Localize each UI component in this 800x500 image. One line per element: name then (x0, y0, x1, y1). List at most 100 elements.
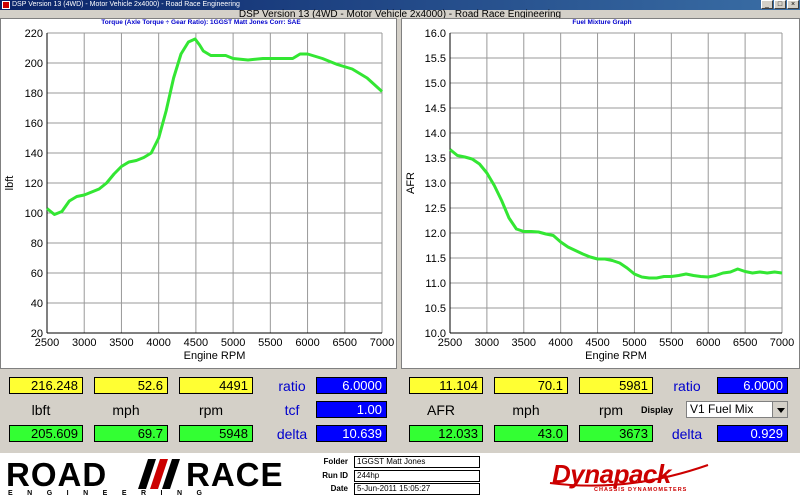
torque-x-tick-label: 7000 (370, 337, 394, 349)
mph-unit-label: mph (112, 402, 140, 418)
afr-y-tick-label: 11.5 (425, 253, 446, 265)
torque-y-tick-label: 120 (25, 178, 43, 190)
torque-x-tick-label: 2500 (35, 337, 59, 349)
afr-graph-panel[interactable]: Fuel Mixture Graph 2500 3000 3500 4000 4500 50… (401, 18, 800, 369)
afr-y-tick-label: 11.0 (425, 278, 446, 290)
torque-y-tick-label: 100 (25, 208, 43, 220)
mph-unit-label-right: mph (512, 402, 540, 418)
torque-graph-panel[interactable]: Torque (Axle Torque ÷ Gear Ratio): 1GGST… (0, 18, 397, 369)
afr-y-tick-label: 16.0 (425, 28, 446, 40)
tcf-label: tcf (284, 402, 300, 418)
torque-x-tick-label: 5500 (258, 337, 282, 349)
torque-x-tick-label: 3000 (72, 337, 96, 349)
delta-label: delta (276, 426, 308, 442)
torque-x-tick-label: 6000 (295, 337, 319, 349)
torque-y-tick-label: 220 (25, 28, 43, 40)
date-field: 5-Jun-2011 15:05:27 (354, 483, 480, 495)
delta-value: 10.639 (316, 425, 387, 442)
afr-y-tick-label: 15.5 (425, 53, 446, 65)
dynapack-logo-text: Dynapack (552, 459, 671, 489)
window-title: DSP Version 13 (4WD) - Motor Vehicle 2x4… (12, 1, 240, 8)
afr-x-tick-label: 2500 (438, 337, 462, 349)
peak-mph-value: 69.7 (94, 425, 168, 442)
torque-chart: Torque (Axle Torque ÷ Gear Ratio): 1GGST… (4, 19, 394, 362)
torque-x-axis-label: Engine RPM (184, 350, 246, 362)
logo-slash-icon (138, 459, 180, 489)
torque-series-line (46, 37, 384, 216)
afr-y-tick-label: 14.0 (425, 128, 446, 140)
road-race-engineering-logo: ROAD RACE ENGINEERING (6, 456, 310, 498)
afr-x-tick-label: 7000 (770, 337, 794, 349)
window-title-bar: DSP Version 13 (4WD) - Motor Vehicle 2x4… (0, 0, 800, 10)
torque-x-tick-label: 6500 (333, 337, 357, 349)
torque-x-tick-label: 4500 (184, 337, 208, 349)
torque-x-tick-label: 5000 (221, 337, 245, 349)
afr-y-tick-label: 13.0 (425, 178, 446, 190)
cursor-rpm-value: 4491 (179, 377, 253, 394)
afr-chart-title: Fuel Mixture Graph (572, 19, 631, 26)
torque-y-axis-label: lbft (4, 176, 16, 191)
rpm-unit-label-right: rpm (598, 402, 624, 418)
window-controls: _ □ × (761, 0, 799, 9)
afr-y-tick-label: 15.0 (425, 78, 446, 90)
peak-mph-value-right: 43.0 (494, 425, 568, 442)
torque-chart-title: Torque (Axle Torque ÷ Gear Ratio): 1GGST… (101, 19, 301, 26)
afr-x-tick-label: 5000 (622, 337, 646, 349)
torque-y-tick-label: 160 (25, 118, 43, 130)
dynapack-subtitle: CHASSIS DYNAMOMETERS (594, 487, 688, 493)
afr-y-axis-label: AFR (405, 172, 417, 194)
ratio-value-right[interactable]: 6.0000 (717, 377, 788, 394)
afr-y-tick-label: 12.5 (425, 203, 446, 215)
maximize-button[interactable]: □ (774, 0, 786, 9)
main-title: DSP Version 13 (4WD - Motor Vehicle 2x40… (238, 9, 562, 20)
afr-unit-label: AFR (427, 402, 455, 418)
tcf-value[interactable]: 1.00 (316, 401, 387, 418)
afr-x-tick-label: 6000 (696, 337, 720, 349)
cursor-mph-value-right: 70.1 (494, 377, 568, 394)
torque-readouts: 216.248 52.6 4491 ratio 6.0000 lbft mph … (0, 372, 397, 452)
ratio-value[interactable]: 6.0000 (316, 377, 387, 394)
close-button[interactable]: × (787, 0, 799, 9)
torque-y-tick-label: 80 (31, 238, 43, 250)
afr-y-tick-label: 12.0 (425, 228, 446, 240)
cursor-rpm-value-right: 5981 (579, 377, 653, 394)
minimize-button[interactable]: _ (761, 0, 773, 9)
ratio-label-right: ratio (673, 378, 701, 394)
display-select-value: V1 Fuel Mix (690, 402, 754, 416)
torque-y-tick-label: 60 (31, 268, 43, 280)
afr-chart: Fuel Mixture Graph 2500 3000 3500 4000 4500 50… (405, 19, 794, 362)
app-icon (2, 1, 10, 9)
afr-x-tick-label: 3000 (475, 337, 499, 349)
delta-value-right: 0.929 (717, 425, 788, 442)
afr-y-tick-label: 10.5 (425, 303, 446, 315)
date-label: Date (330, 484, 348, 493)
display-label: Display (641, 405, 674, 415)
torque-y-tick-label: 40 (31, 298, 43, 310)
logo-race-text: RACE (186, 456, 284, 493)
peak-rpm-value: 5948 (179, 425, 253, 442)
afr-x-axis-label: Engine RPM (585, 350, 647, 362)
torque-y-tick-label: 200 (25, 58, 43, 70)
torque-y-tick-label: 180 (25, 88, 43, 100)
afr-series-line (449, 148, 783, 280)
ratio-label: ratio (278, 378, 306, 394)
afr-x-tick-label: 5500 (659, 337, 683, 349)
afr-y-tick-label: 13.5 (425, 153, 446, 165)
torque-y-tick-label: 20 (31, 328, 43, 340)
display-select[interactable]: V1 Fuel Mix (686, 401, 788, 418)
peak-afr-value: 12.033 (409, 425, 483, 442)
chevron-down-icon[interactable] (772, 402, 787, 417)
afr-x-tick-label: 4000 (548, 337, 572, 349)
torque-y-tick-label: 140 (25, 148, 43, 160)
cursor-torque-value: 216.248 (9, 377, 83, 394)
cursor-afr-value: 11.104 (409, 377, 483, 394)
runid-field: 244hp (354, 469, 480, 482)
torque-x-tick-label: 3500 (109, 337, 133, 349)
afr-x-tick-label: 4500 (585, 337, 609, 349)
torque-x-tick-label: 4000 (146, 337, 170, 349)
logo-engineering-text: ENGINEERING (8, 490, 217, 497)
folder-field: 1GGST Matt Jones (354, 456, 480, 468)
lbft-unit-label: lbft (31, 402, 51, 418)
runid-label: Run ID (322, 470, 348, 480)
